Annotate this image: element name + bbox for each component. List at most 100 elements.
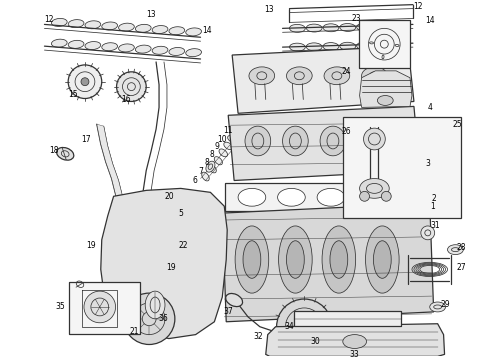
Bar [359,21,410,68]
Ellipse shape [340,23,356,31]
Ellipse shape [209,165,216,173]
Ellipse shape [214,157,222,165]
Ellipse shape [373,42,389,50]
Ellipse shape [360,192,369,201]
Polygon shape [101,188,227,338]
Ellipse shape [135,45,151,53]
Ellipse shape [279,226,312,293]
Bar [359,21,410,68]
Ellipse shape [219,149,227,157]
Text: 14: 14 [425,16,435,25]
Ellipse shape [323,24,339,32]
Text: 29: 29 [441,301,450,310]
Ellipse shape [206,161,215,172]
Ellipse shape [323,42,339,50]
Text: 26: 26 [342,127,351,136]
Text: 13: 13 [147,10,156,19]
Text: 19: 19 [166,263,176,272]
Ellipse shape [366,226,399,293]
Ellipse shape [343,334,367,348]
Text: 16: 16 [122,95,131,104]
Ellipse shape [202,172,209,181]
Ellipse shape [373,23,389,31]
Text: 34: 34 [285,322,294,331]
Ellipse shape [377,95,393,105]
Polygon shape [105,240,117,277]
Ellipse shape [187,204,198,216]
Ellipse shape [430,302,445,312]
Ellipse shape [123,293,175,345]
Text: 22: 22 [179,241,189,250]
Ellipse shape [447,245,464,255]
Text: 21: 21 [129,327,139,336]
Bar [69,282,140,334]
Ellipse shape [169,48,185,55]
Text: 2: 2 [431,194,436,203]
Ellipse shape [373,241,391,278]
Ellipse shape [364,128,385,150]
Text: 33: 33 [350,350,360,359]
Bar [225,184,423,211]
Text: 18: 18 [49,147,59,156]
Ellipse shape [320,126,346,156]
Ellipse shape [290,43,305,51]
Text: 14: 14 [203,26,212,35]
Ellipse shape [317,188,345,206]
Text: 32: 32 [253,332,263,341]
Text: 10: 10 [218,135,227,144]
Ellipse shape [235,226,269,293]
Text: 27: 27 [457,263,466,272]
Ellipse shape [357,23,372,31]
Ellipse shape [117,72,146,102]
Ellipse shape [324,67,350,85]
Ellipse shape [243,241,261,278]
Polygon shape [360,71,412,107]
Ellipse shape [102,43,118,51]
Text: 36: 36 [158,314,168,323]
Text: 19: 19 [86,241,96,250]
Text: 11: 11 [223,126,233,135]
Ellipse shape [340,42,356,50]
Polygon shape [228,107,420,180]
Ellipse shape [226,293,243,307]
Ellipse shape [322,226,356,293]
Ellipse shape [84,291,116,323]
Ellipse shape [238,188,266,206]
Ellipse shape [224,142,233,150]
Ellipse shape [357,42,372,50]
Ellipse shape [390,41,406,49]
Text: 12: 12 [45,15,54,24]
Text: 30: 30 [310,337,320,346]
Ellipse shape [186,28,201,36]
Ellipse shape [68,65,102,99]
Ellipse shape [85,21,101,29]
Ellipse shape [51,39,67,47]
Bar [225,184,423,211]
Text: 15: 15 [68,90,78,99]
Text: 8: 8 [204,158,209,167]
Polygon shape [232,46,414,113]
Text: 4: 4 [427,103,432,112]
Text: 6: 6 [192,176,197,185]
Ellipse shape [245,126,270,156]
Text: 31: 31 [431,221,441,230]
Ellipse shape [186,49,201,57]
Text: 12: 12 [413,2,423,11]
Bar [294,311,401,326]
Ellipse shape [51,18,67,26]
Bar [294,311,401,326]
Ellipse shape [283,126,308,156]
Ellipse shape [81,78,89,86]
Text: 24: 24 [342,67,351,76]
Ellipse shape [290,24,305,32]
Ellipse shape [68,19,84,28]
Ellipse shape [228,135,237,143]
Ellipse shape [68,40,84,48]
Text: 25: 25 [453,120,462,129]
Text: 8: 8 [209,150,214,159]
Text: 17: 17 [81,135,91,144]
Text: 5: 5 [178,208,183,217]
Ellipse shape [381,192,391,201]
Ellipse shape [57,148,74,160]
Text: 37: 37 [223,307,233,316]
